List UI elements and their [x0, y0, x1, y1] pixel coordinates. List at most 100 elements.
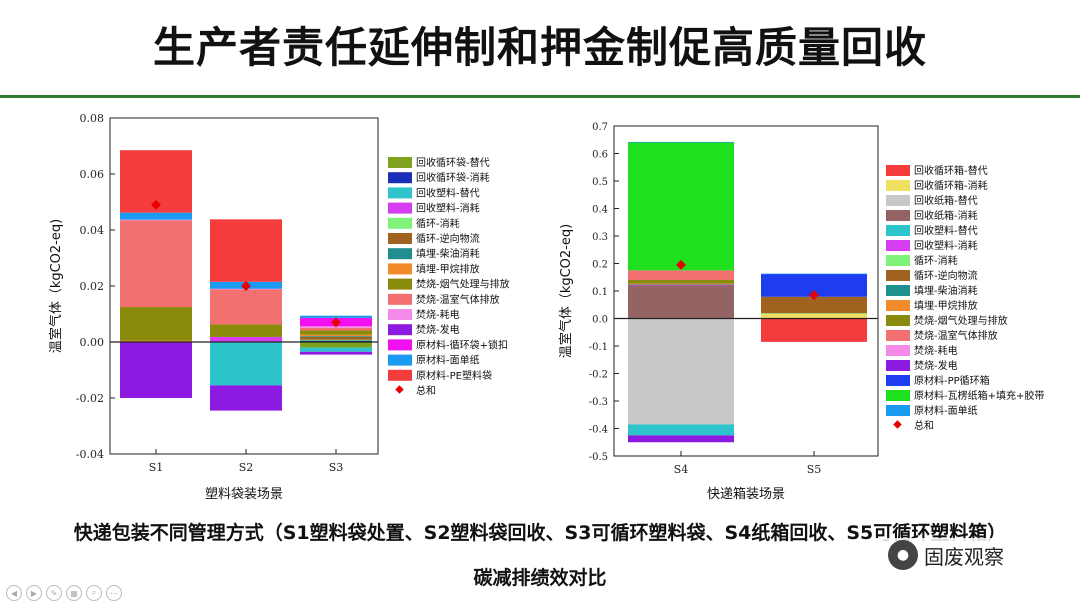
legend-label: 原材料-面单纸 — [416, 354, 480, 367]
bar-segment — [210, 385, 282, 411]
legend-swatch — [388, 293, 412, 305]
legend-swatch — [388, 172, 412, 184]
legend-label: 回收塑料-消耗 — [914, 239, 978, 252]
zoom-icon[interactable]: ⌕ — [86, 585, 102, 601]
slide-title: 生产者责任延伸制和押金制促高质量回收 — [152, 23, 927, 72]
legend-swatch — [886, 300, 910, 311]
legend-total-marker — [893, 420, 902, 429]
bar-segment — [628, 280, 734, 284]
x-axis-label: 快递箱装场景 — [707, 486, 785, 502]
bar-segment — [120, 307, 192, 341]
y-tick-label: 0.4 — [592, 205, 608, 216]
legend-swatch — [388, 263, 412, 275]
caption-line-2: 碳减排绩效对比 — [473, 567, 607, 589]
legend-swatch — [388, 278, 412, 290]
chart-2: 0.7 0.6 0.5 0.4 0.3 0.2 0.1 0.0 -0.1 -0.2 -0.3 -0.4… — [558, 122, 1044, 502]
y-axis-label: 温室气体（kgCO2-eq) — [48, 219, 64, 353]
legend-swatch — [886, 225, 910, 236]
legend-swatch — [886, 210, 910, 221]
y-tick-label: -0.5 — [589, 452, 608, 463]
y-tick-label: -0.4 — [589, 425, 608, 436]
chart-1: 0.08 0.06 0.04 0.02 0.00 -0.02 -0.04 S1 S2 S3 塑料袋装… — [48, 112, 510, 502]
legend-swatch — [886, 330, 910, 341]
legend-label: 焚烧-耗电 — [914, 344, 958, 357]
y-tick-label: 0.2 — [592, 260, 608, 271]
legend-label: 循环-逆向物流 — [416, 232, 480, 245]
y-tick-label: 0.06 — [80, 168, 105, 181]
legend-label: 总和 — [914, 419, 934, 432]
bar-segment — [300, 347, 372, 352]
y-tick-label: 0.00 — [80, 336, 105, 349]
legend-swatch — [886, 195, 910, 206]
total-marker — [676, 259, 686, 270]
bar-segment — [120, 212, 192, 220]
bar-segment — [628, 283, 734, 285]
total-marker — [241, 281, 251, 291]
legend-swatch — [388, 354, 412, 366]
legend-swatch — [886, 240, 910, 251]
next-icon[interactable]: ▶ — [26, 585, 42, 601]
bar-segment — [628, 142, 734, 271]
bar-segment — [300, 351, 372, 355]
bar-segment — [761, 313, 867, 319]
bar-segment — [300, 336, 372, 337]
legend-label: 回收循环箱-替代 — [914, 164, 988, 177]
bar-segment — [628, 318, 734, 425]
legend-swatch — [886, 255, 910, 266]
legend-label: 循环-逆向物流 — [914, 269, 978, 282]
x-tick-label: S3 — [329, 461, 344, 474]
legend-swatch — [886, 180, 910, 191]
bar-segment — [761, 273, 867, 297]
legend-swatch — [388, 248, 412, 260]
total-marker — [809, 290, 819, 301]
legend: 回收循环箱-替代回收循环箱-消耗回收纸箱-替代回收纸箱-消耗回收塑料-替代回收塑… — [886, 164, 1044, 432]
legend-swatch — [886, 165, 910, 176]
legend-label: 焚烧-发电 — [416, 323, 460, 336]
legend-label: 循环-消耗 — [416, 217, 460, 230]
pen-icon[interactable]: ✎ — [46, 585, 62, 601]
legend-label: 原材料-PE塑料袋 — [416, 369, 492, 382]
bar-segment — [120, 340, 192, 342]
bar-segment — [628, 424, 734, 436]
legend-label: 回收纸箱-替代 — [914, 194, 978, 207]
legend-label: 回收塑料-消耗 — [416, 202, 480, 215]
bar-segment — [300, 339, 372, 341]
legend-swatch — [886, 285, 910, 296]
bar-segment — [628, 141, 734, 143]
y-tick-label: -0.1 — [589, 342, 608, 353]
legend-swatch — [388, 187, 412, 199]
legend-swatch — [886, 345, 910, 356]
y-tick-label: -0.02 — [76, 392, 104, 405]
watermark: ● 固废观察 — [882, 538, 1010, 572]
bar-segment — [210, 219, 282, 282]
legend-swatch — [388, 202, 412, 214]
bar-segment — [210, 342, 282, 386]
legend-swatch — [388, 339, 412, 351]
legend-label: 回收塑料-替代 — [416, 186, 480, 199]
bar-segment — [761, 313, 867, 314]
legend-swatch — [886, 360, 910, 371]
legend-swatch — [388, 324, 412, 336]
slide-toolbar: ◀ ▶ ✎ ▦ ⌕ ⋯ — [6, 585, 122, 601]
legend-label: 填埋-甲烷排放 — [914, 299, 978, 312]
slides-icon[interactable]: ▦ — [66, 585, 82, 601]
bar-segment — [120, 219, 192, 221]
title-divider — [0, 95, 1080, 98]
prev-icon[interactable]: ◀ — [6, 585, 22, 601]
bar-segment — [628, 435, 734, 443]
y-tick-label: 0.5 — [592, 177, 608, 188]
bar-segment — [300, 334, 372, 337]
bar-segment — [628, 270, 734, 280]
legend-swatch — [886, 390, 910, 401]
x-tick-label: S5 — [807, 463, 822, 476]
legend-swatch — [388, 157, 412, 168]
y-tick-label: 0.02 — [80, 280, 105, 293]
bar-segment — [210, 336, 282, 342]
more-icon[interactable]: ⋯ — [106, 585, 122, 601]
legend-label: 焚烧-烟气处理与排放 — [416, 278, 510, 291]
y-tick-label: -0.04 — [76, 448, 104, 461]
y-tick-label: 0.04 — [80, 224, 105, 237]
x-tick-label: S2 — [239, 461, 254, 474]
legend-label: 回收纸箱-消耗 — [914, 209, 978, 222]
bar-segment — [761, 273, 867, 275]
